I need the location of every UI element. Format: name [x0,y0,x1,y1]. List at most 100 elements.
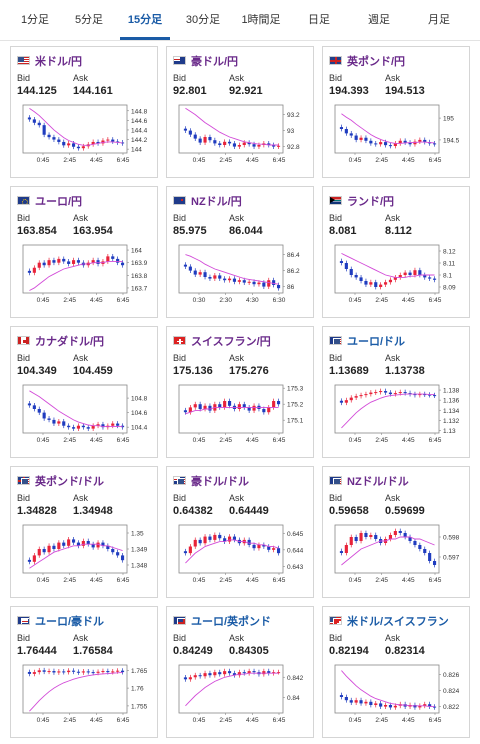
currency-pair-link[interactable]: 豪ドル/ドル [191,476,250,488]
price-chart[interactable]: 86.4 86.2 86 0:30 2:30 4:30 6:30 [173,241,311,313]
currency-pair-link[interactable]: 米ドル/スイスフラン [347,616,449,628]
price-chart[interactable]: 93.2 93 92.8 0:45 2:45 4:45 6:45 [173,101,311,173]
x-tick-label: 2:45 [219,437,232,444]
price-chart[interactable]: 0.598 0.597 0:45 2:45 4:45 6:45 [329,521,467,593]
bid-label: Bid [173,213,187,223]
x-tick-label: 6:45 [273,437,286,444]
candle-body [423,549,427,553]
rate-card[interactable]: NZドル/ドル Bid Ask 0.59658 0.59699 0.598 0.597 0:4… [322,466,470,598]
rate-card[interactable]: 米ドル/円 Bid Ask 144.125 144.161 144.8 144.6 144.4… [10,46,158,178]
currency-pair-link[interactable]: カナダドル/円 [35,336,105,348]
candle-body [86,541,90,545]
candle-body [242,672,246,674]
price-chart[interactable]: 175.3 175.2 175.1 0:45 2:45 4:45 6:45 [173,381,311,453]
rate-card[interactable]: 英ポンド/円 Bid Ask 194.393 194.513 195 194.5 0:45 2:… [322,46,470,178]
bid-value: 0.84249 [173,645,213,657]
rate-card[interactable]: ランド/円 Bid Ask 8.081 8.112 8.12 8.11 8.1 8.09 0:45… [322,186,470,318]
currency-pair-link[interactable]: NZドル/ドル [347,476,409,488]
candle-body [203,272,207,277]
tab-6[interactable]: 週足 [368,14,390,26]
currency-pair-link[interactable]: ユーロ/豪ドル [35,616,105,628]
tab-4[interactable]: 1時間足 [241,14,281,26]
y-tick-label: 8.11 [443,261,456,268]
tab-0[interactable]: 1分足 [20,14,50,26]
tab-7[interactable]: 月足 [428,14,450,26]
ask-label: Ask [229,73,245,83]
y-tick-label: 0.643 [287,564,304,571]
tab-5[interactable]: 日足 [308,14,330,26]
rate-card[interactable]: カナダドル/円 Bid Ask 104.349 104.459 104.8 104.6 104… [10,326,158,458]
price-chart[interactable]: 0.842 0.84 0:45 2:45 4:45 6:45 [173,661,311,733]
price-chart[interactable]: 1.138 1.136 1.134 1.132 1.13 0:45 2:45 4:45 6:45 [329,381,467,453]
x-tick-label: 2:45 [375,577,388,584]
candle-body [252,671,256,673]
x-tick-label: 4:45 [90,157,103,164]
candle-body [252,544,256,549]
x-tick-label: 4:45 [246,717,259,724]
candle-body [432,561,437,565]
tab-3[interactable]: 30分足 [185,14,221,26]
candlestick-chart: 164 163.9 163.8 163.7 0:45 2:45 4:45 6:45 [22,244,148,304]
candle-body [188,266,192,271]
candle-body [237,280,241,282]
x-tick-label: 6:45 [429,577,442,584]
candle-body [403,272,407,275]
currency-pair-link[interactable]: 英ポンド/円 [347,56,406,68]
candle-body [369,140,373,144]
currency-pair-link[interactable]: ユーロ/円 [35,196,83,208]
price-chart[interactable]: 0.826 0.824 0.822 0:45 2:45 4:45 6:45 [329,661,467,733]
tab-2[interactable]: 15分足 [116,0,174,40]
candle-body [374,703,378,705]
currency-pair-link[interactable]: ユーロ/英ポンド [191,616,272,628]
country-flag-icon [173,616,186,625]
candle-body [67,539,71,546]
currency-pair-link[interactable]: NZドル/円 [191,196,242,208]
candle-body [213,275,217,279]
rate-card[interactable]: 豪ドル/ドル Bid Ask 0.64382 0.64449 0.645 0.644 0.64… [166,466,314,598]
currency-pair-link[interactable]: スイスフラン/円 [191,336,271,348]
rate-card[interactable]: ユーロ/ドル Bid Ask 1.13689 1.13738 1.138 1.136 1.13… [322,326,470,458]
price-chart[interactable]: 195 194.5 0:45 2:45 4:45 6:45 [329,101,467,173]
price-chart[interactable]: 164 163.9 163.8 163.7 0:45 2:45 4:45 6:45 [17,241,155,313]
candle-body [193,539,197,547]
y-tick-label: 1.136 [443,398,460,405]
currency-pair-link[interactable]: ランド/円 [347,196,395,208]
candle-body [237,672,241,676]
candle-body [272,672,276,674]
currency-pair-link[interactable]: ユーロ/ドル [347,336,406,348]
rate-card[interactable]: ユーロ/豪ドル Bid Ask 1.76444 1.76584 1.765 1.76 1.75… [10,606,158,738]
price-chart[interactable]: 144.8 144.6 144.4 144.2 144 0:45 2:45 4:45 6:45 [17,101,155,173]
currency-pair-link[interactable]: 米ドル/円 [35,56,83,68]
candle-body [193,134,197,139]
x-tick-label: 4:45 [402,297,415,304]
price-chart[interactable]: 0.645 0.644 0.643 0:45 2:45 4:45 6:45 [173,521,311,593]
candle-body [339,695,344,697]
price-chart[interactable]: 1.35 1.349 1.348 0:45 2:45 4:45 6:45 [17,521,155,593]
moving-average-line [185,672,279,707]
currency-pair-link[interactable]: 英ポンド/ドル [35,476,105,488]
currency-pair-link[interactable]: 豪ドル/円 [191,56,239,68]
rate-card[interactable]: ユーロ/円 Bid Ask 163.854 163.954 164 163.9 163.8 16… [10,186,158,318]
candle-body [403,140,407,143]
candle-body [198,675,202,677]
y-tick-label: 0.645 [287,531,304,538]
price-chart[interactable]: 104.8 104.6 104.4 0:45 2:45 4:45 6:45 [17,381,155,453]
rate-card[interactable]: NZドル/円 Bid Ask 85.975 86.044 86.4 86.2 86 0:30 2:… [166,186,314,318]
rate-card[interactable]: ユーロ/英ポンド Bid Ask 0.84249 0.84305 0.842 0.84 0:4… [166,606,314,738]
rate-card[interactable]: 米ドル/スイスフラン Bid Ask 0.82194 0.82314 0.826 0.824… [322,606,470,738]
candle-body [86,671,90,673]
price-chart[interactable]: 1.765 1.76 1.755 0:45 2:45 4:45 6:45 [17,661,155,733]
candle-body [349,269,353,275]
candle-body [379,284,383,287]
country-flag-icon [17,336,30,345]
tab-1[interactable]: 5分足 [74,14,104,26]
rate-card[interactable]: 英ポンド/ドル Bid Ask 1.34828 1.34948 1.35 1.349 1.34… [10,466,158,598]
rate-card[interactable]: スイスフラン/円 Bid Ask 175.136 175.276 175.3 175.2 17… [166,326,314,458]
price-chart[interactable]: 8.12 8.11 8.1 8.09 0:45 2:45 4:45 6:45 [329,241,467,313]
candle-body [198,404,202,409]
bid-label: Bid [329,213,343,223]
candle-body [67,670,71,673]
y-tick-label: 0.644 [287,547,304,554]
rate-card[interactable]: 豪ドル/円 Bid Ask 92.801 92.921 93.2 93 92.8 0:45 2:4… [166,46,314,178]
country-flag-icon [329,196,342,205]
